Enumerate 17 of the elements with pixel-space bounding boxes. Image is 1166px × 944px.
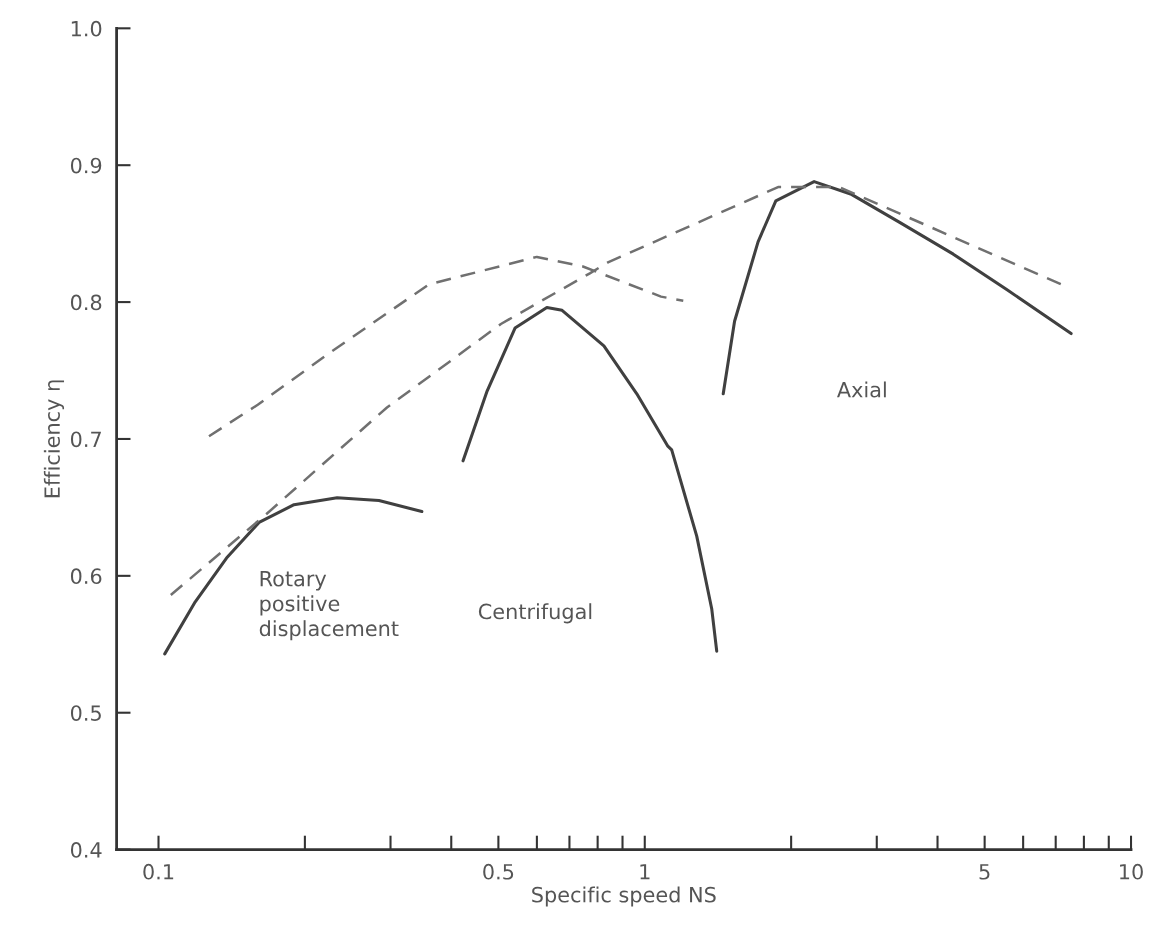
x-tick-label: 0.1 bbox=[143, 863, 174, 880]
y-tick-label: 1.0 bbox=[71, 20, 102, 37]
annotation: Axial bbox=[837, 381, 886, 398]
x-axis-title: Specific speed NS bbox=[532, 886, 716, 907]
x-tick-label: 5 bbox=[979, 864, 990, 880]
y-tick-label: 0.7 bbox=[70, 431, 101, 448]
x-tick-label: 10 bbox=[1120, 863, 1143, 880]
annotation: Centrifugal bbox=[478, 603, 592, 624]
y-tick-label: 0.9 bbox=[70, 157, 102, 174]
annotation: Rotary positive displacement bbox=[259, 571, 399, 641]
y-tick-label: 0.4 bbox=[70, 842, 102, 858]
y-tick-label: 0.5 bbox=[70, 705, 101, 721]
y-axis-title: Efficiency η bbox=[43, 380, 65, 498]
y-tick-label: 0.6 bbox=[70, 568, 102, 585]
x-tick-label: 1 bbox=[640, 864, 650, 880]
y-tick-label: 0.8 bbox=[70, 294, 102, 311]
x-tick-label: 0.5 bbox=[483, 863, 514, 880]
